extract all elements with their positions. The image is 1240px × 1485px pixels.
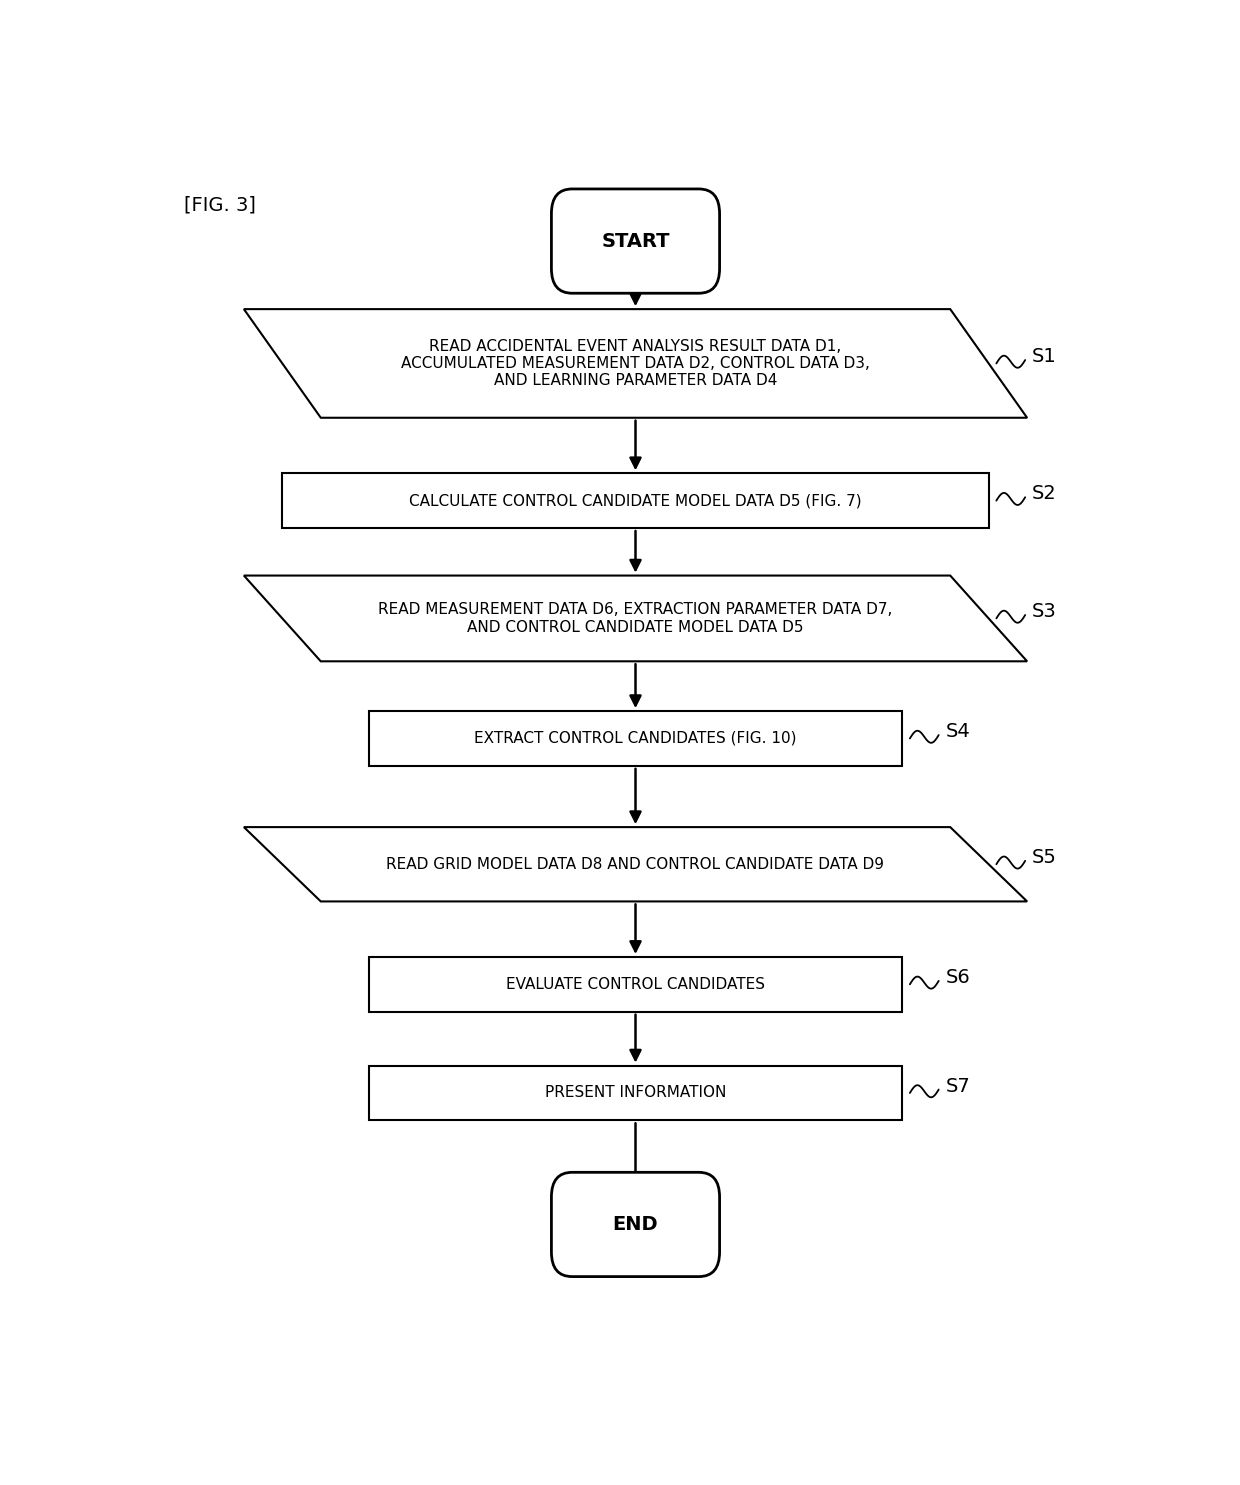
Text: CALCULATE CONTROL CANDIDATE MODEL DATA D5 (FIG. 7): CALCULATE CONTROL CANDIDATE MODEL DATA D… (409, 493, 862, 508)
Text: READ GRID MODEL DATA D8 AND CONTROL CANDIDATE DATA D9: READ GRID MODEL DATA D8 AND CONTROL CAND… (387, 857, 884, 872)
Bar (283, 474, 988, 529)
Bar (368, 1066, 903, 1120)
Text: S2: S2 (1032, 484, 1056, 503)
Text: EVALUATE CONTROL CANDIDATES: EVALUATE CONTROL CANDIDATES (506, 977, 765, 992)
Text: S4: S4 (945, 722, 970, 741)
Text: S1: S1 (1032, 347, 1056, 367)
Bar (368, 956, 903, 1011)
Text: [FIG. 3]: [FIG. 3] (184, 196, 255, 214)
Text: END: END (613, 1215, 658, 1234)
Text: READ MEASUREMENT DATA D6, EXTRACTION PARAMETER DATA D7,
AND CONTROL CANDIDATE MO: READ MEASUREMENT DATA D6, EXTRACTION PAR… (378, 603, 893, 634)
Text: READ ACCIDENTAL EVENT ANALYSIS RESULT DATA D1,
ACCUMULATED MEASUREMENT DATA D2, : READ ACCIDENTAL EVENT ANALYSIS RESULT DA… (401, 339, 870, 389)
Text: EXTRACT CONTROL CANDIDATES (FIG. 10): EXTRACT CONTROL CANDIDATES (FIG. 10) (474, 731, 797, 745)
Polygon shape (244, 576, 1027, 661)
FancyBboxPatch shape (552, 1172, 719, 1277)
FancyBboxPatch shape (552, 189, 719, 293)
Text: START: START (601, 232, 670, 251)
Polygon shape (244, 309, 1027, 417)
Text: S7: S7 (945, 1077, 970, 1096)
Text: S6: S6 (945, 968, 970, 988)
Text: S3: S3 (1032, 601, 1056, 621)
Text: S5: S5 (1032, 848, 1056, 867)
Bar (368, 711, 903, 766)
Polygon shape (244, 827, 1027, 901)
Text: PRESENT INFORMATION: PRESENT INFORMATION (544, 1086, 727, 1100)
